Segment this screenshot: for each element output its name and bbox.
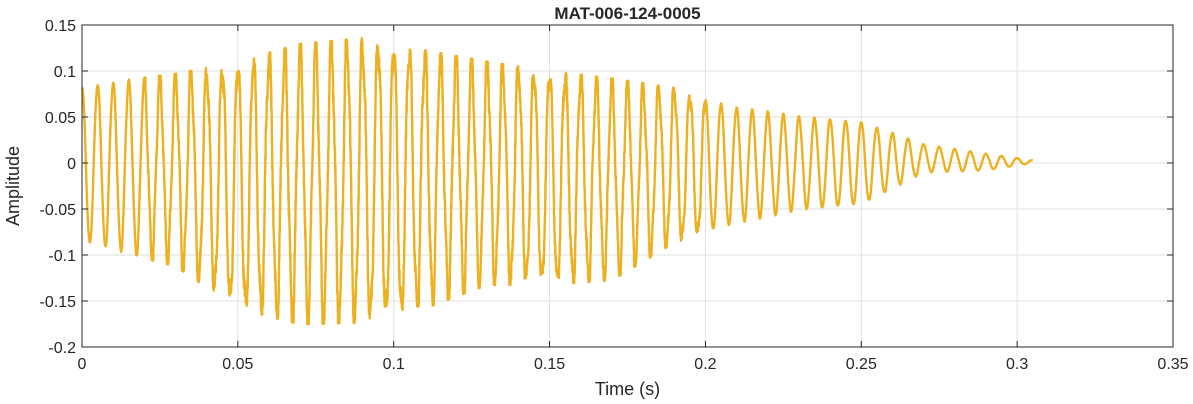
x-tick-label: 0.25 (846, 356, 877, 373)
y-tick-label: -0.1 (48, 248, 76, 265)
chart-title: MAT-006-124-0005 (554, 4, 700, 23)
y-tick-label: 0 (67, 156, 76, 173)
series-line (80, 37, 1034, 326)
x-axis-label: Time (s) (595, 379, 660, 399)
x-tick-label: 0.05 (222, 356, 253, 373)
y-tick-label: 0.05 (45, 110, 76, 127)
y-tick-label: -0.2 (48, 340, 76, 357)
x-tick-label: 0.1 (383, 356, 405, 373)
series-layer (80, 37, 1034, 326)
axes-box (81, 24, 1174, 348)
x-tick-label: 0.15 (534, 356, 565, 373)
x-tick-label: 0 (78, 356, 87, 373)
y-axis-label: Amplitude (3, 146, 23, 226)
x-tick-label: 0.2 (694, 356, 716, 373)
y-tick-label: -0.15 (40, 294, 77, 311)
ticks: 0 0.05 0.1 0.15 0.2 0.25 0.3 0.35 -0.2 -0.15 -0.1 -… (40, 18, 1189, 373)
y-tick-label: -0.05 (40, 202, 77, 219)
y-tick-label: 0.15 (45, 18, 76, 35)
x-tick-label: 0.35 (1157, 356, 1188, 373)
y-tick-label: 0.1 (54, 64, 76, 81)
x-tick-label: 0.3 (1006, 356, 1028, 373)
